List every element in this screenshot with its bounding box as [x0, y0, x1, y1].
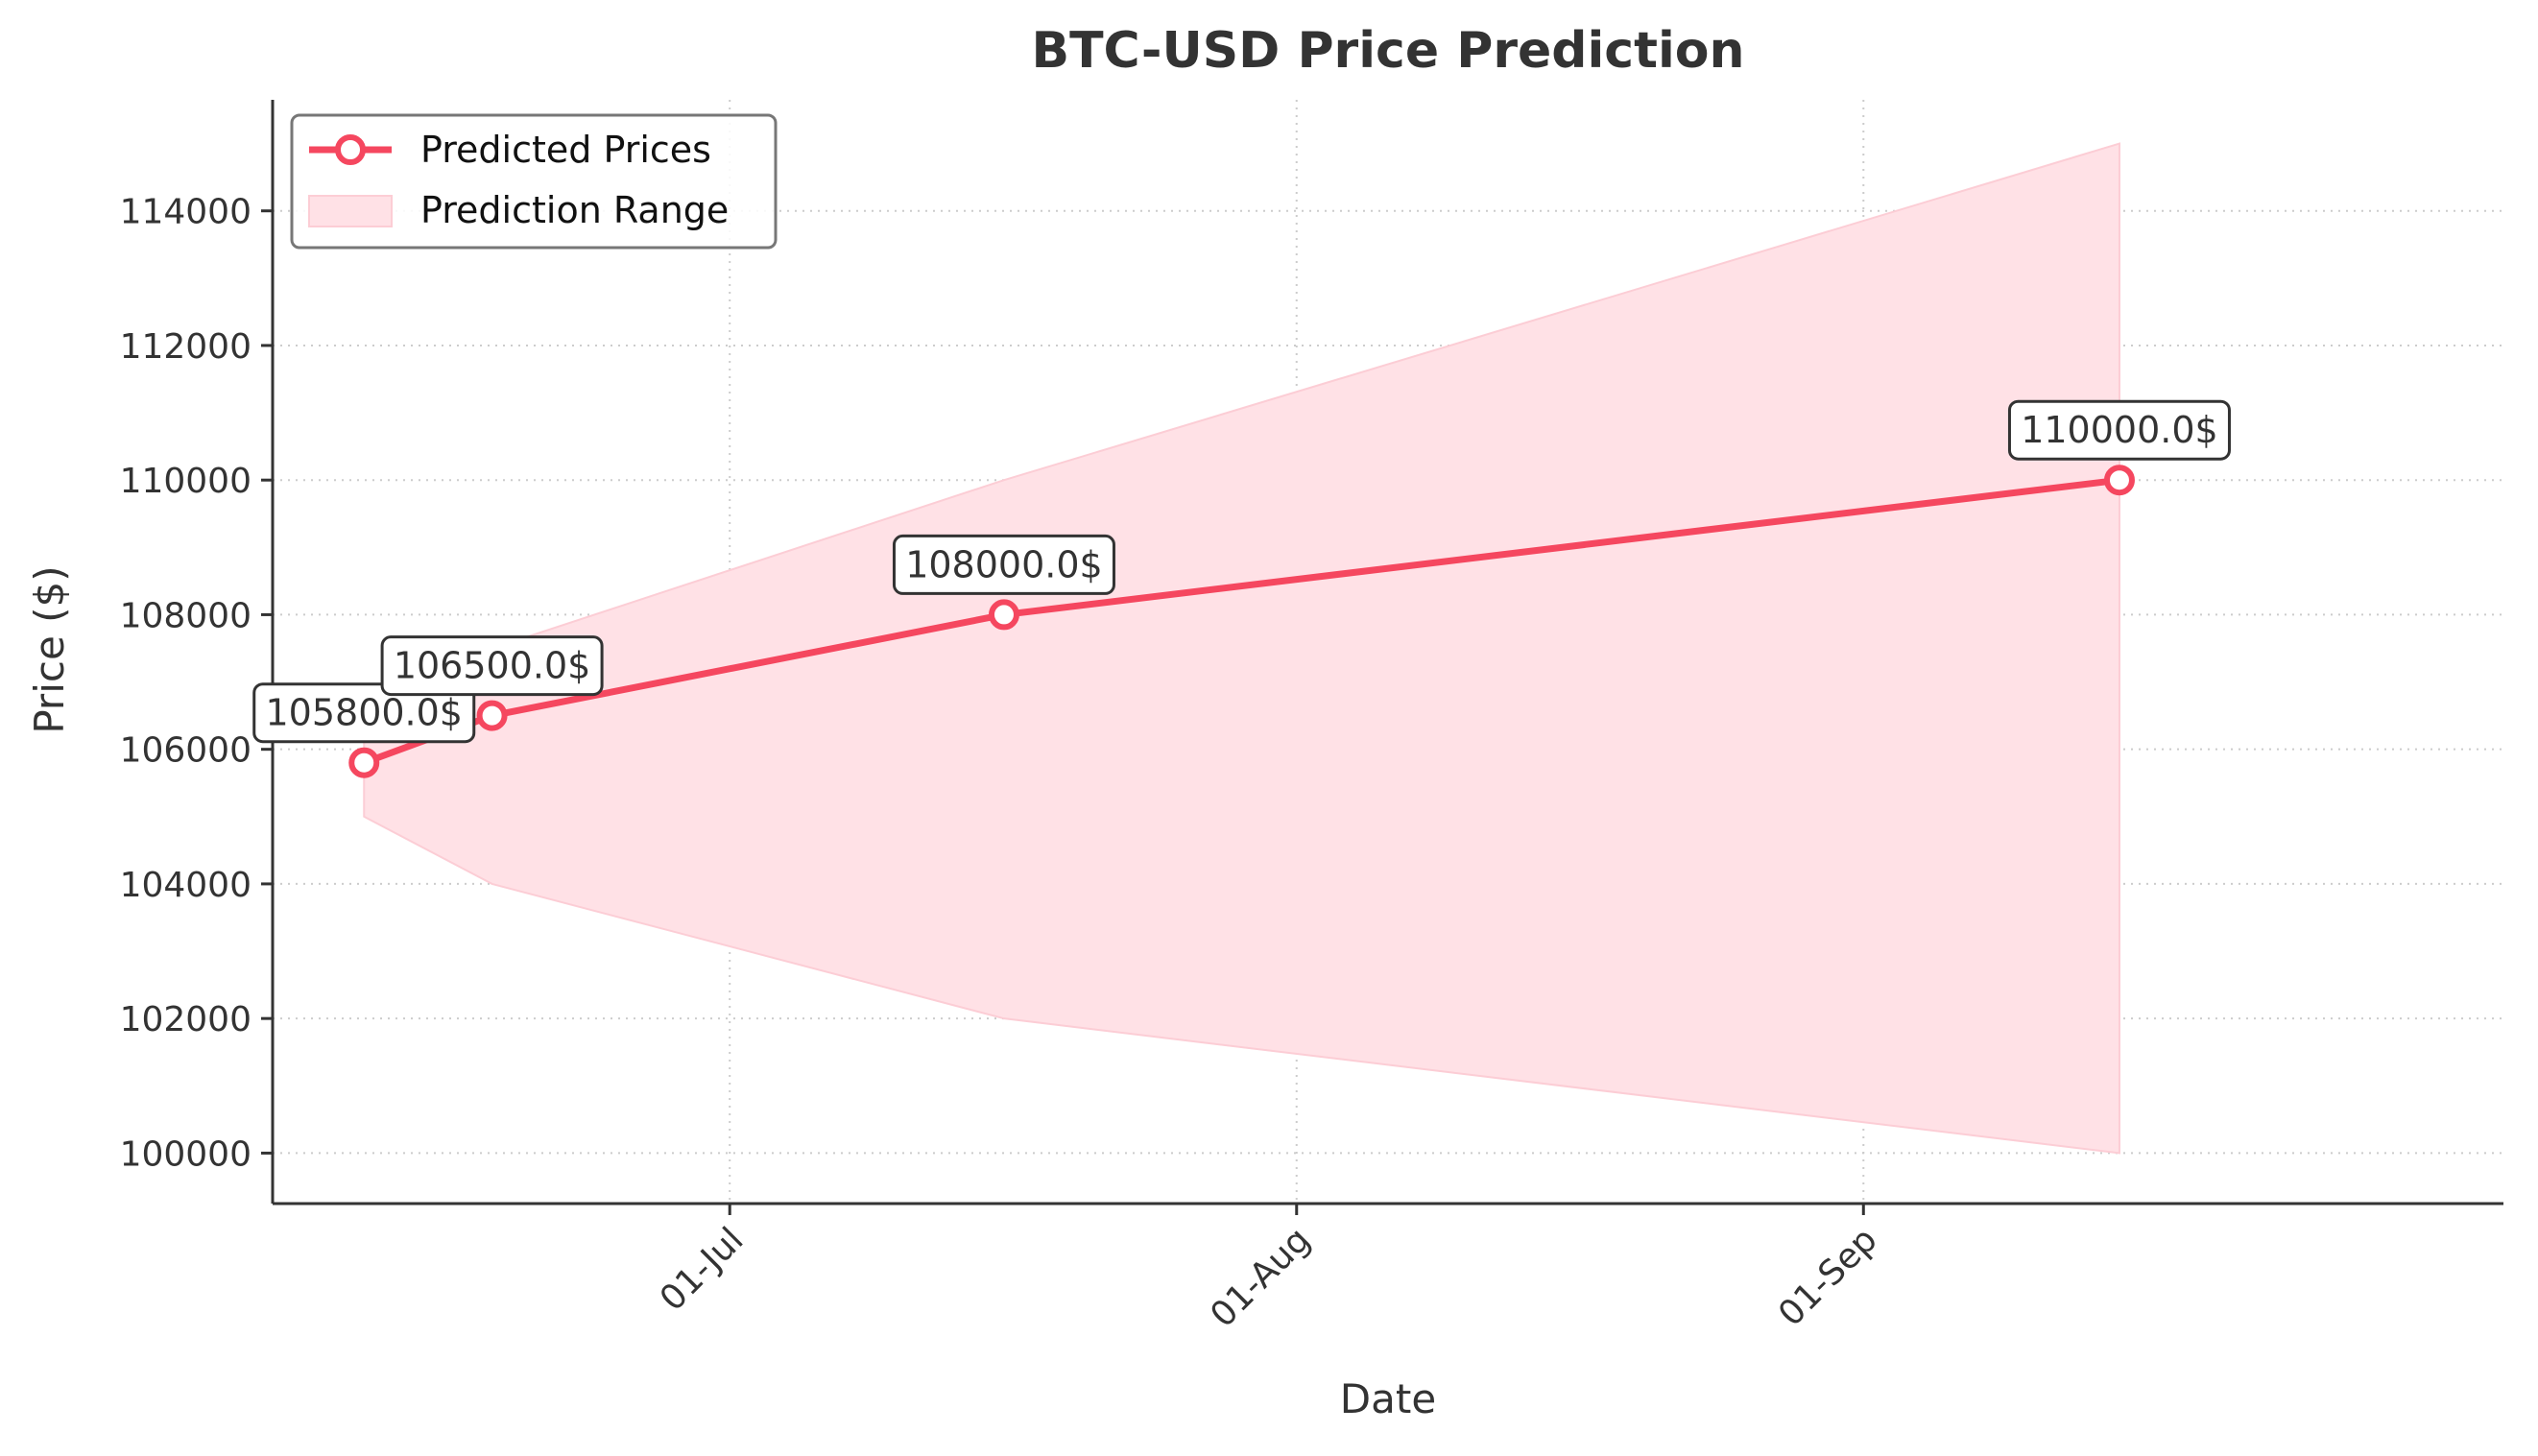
y-tick-label: 112000 [120, 327, 251, 367]
x-axis-label: Date [1340, 1375, 1436, 1422]
data-label: 106500.0$ [380, 635, 604, 697]
data-label-text: 110000.0$ [2021, 409, 2218, 451]
data-label-box [892, 534, 1115, 595]
y-tick-label: 104000 [120, 866, 251, 905]
data-point-marker [476, 700, 508, 731]
y-tick-label: 100000 [120, 1134, 251, 1174]
legend-marker-swatch [335, 134, 366, 165]
legend: Predicted Prices Prediction Range [290, 113, 778, 250]
chart-title: BTC-USD Price Prediction [1031, 22, 1744, 80]
data-label-text: 105800.0$ [265, 692, 463, 734]
x-tick-label: 01-Aug [1203, 1220, 1318, 1335]
legend-label-prediction-range: Prediction Range [420, 189, 729, 231]
x-tick-label: 01-Jul [653, 1220, 752, 1319]
data-label-text: 106500.0$ [394, 645, 591, 687]
data-label: 108000.0$ [892, 534, 1115, 595]
y-tick-label: 102000 [120, 1000, 251, 1039]
x-tick-label: 01-Sep [1771, 1220, 1885, 1334]
y-tick-label: 108000 [120, 596, 251, 635]
data-point-marker [2103, 465, 2135, 496]
data-point-marker [348, 747, 380, 778]
legend-label-predicted-prices: Predicted Prices [420, 129, 711, 171]
prediction-range-band [363, 142, 2120, 1155]
data-label: 105800.0$ [252, 682, 476, 744]
y-axis-label: Price ($) [26, 565, 73, 733]
y-tick-label: 110000 [120, 462, 251, 501]
legend-range-swatch [308, 195, 393, 227]
legend-box [290, 113, 778, 250]
data-point-marker [988, 599, 1019, 631]
prediction-range-layer [363, 142, 2120, 1155]
data-label: 110000.0$ [2007, 399, 2231, 461]
data-label-box [380, 635, 604, 697]
data-labels: 105800.0$ 106500.0$ 108000.0$ 110000.0$ [252, 399, 2231, 744]
data-label-box [252, 682, 476, 744]
y-tick-label: 106000 [120, 731, 251, 771]
data-label-box [2007, 399, 2231, 461]
data-label-text: 108000.0$ [905, 543, 1103, 585]
y-tick-label: 114000 [120, 193, 251, 232]
